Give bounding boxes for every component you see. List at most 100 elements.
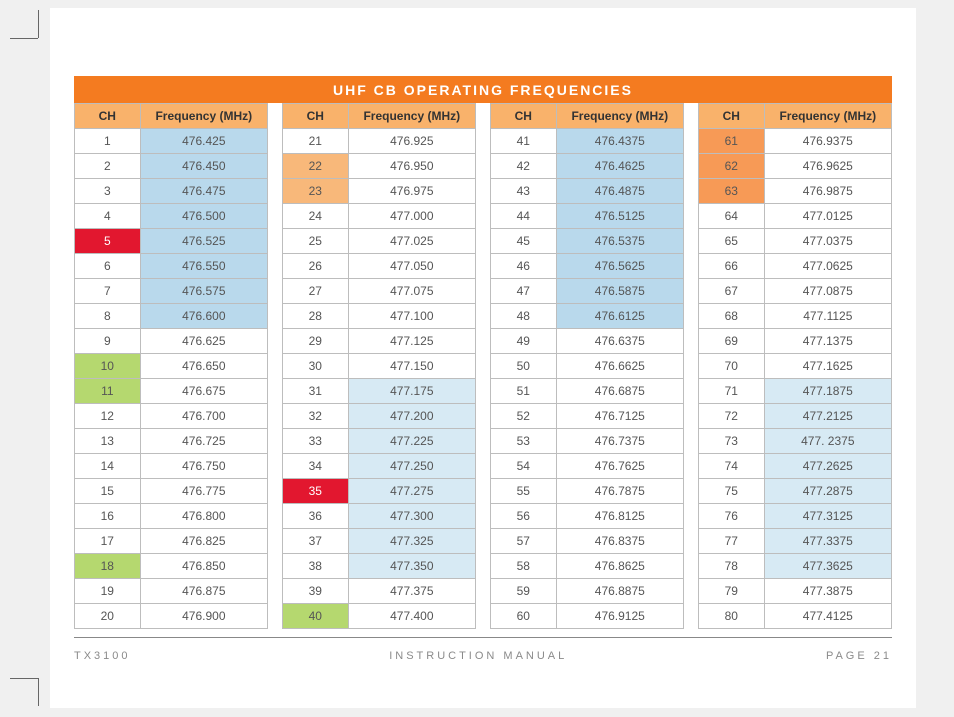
channel-cell: 44	[491, 204, 557, 229]
channel-cell: 49	[491, 329, 557, 354]
frequency-cell: 476.575	[140, 279, 267, 304]
channel-cell: 27	[283, 279, 349, 304]
frequency-cell: 477.2875	[764, 479, 891, 504]
channel-cell: 79	[699, 579, 765, 604]
table-row: 18476.850	[75, 554, 268, 579]
table-row: 50476.6625	[491, 354, 684, 379]
frequency-cell: 476.7875	[556, 479, 683, 504]
frequency-cell: 476.8625	[556, 554, 683, 579]
frequency-cell: 476.750	[140, 454, 267, 479]
channel-cell: 15	[75, 479, 141, 504]
table-row: 21476.925	[283, 129, 476, 154]
channel-cell: 4	[75, 204, 141, 229]
channel-cell: 72	[699, 404, 765, 429]
frequency-cell: 476.600	[140, 304, 267, 329]
frequency-cell: 476.875	[140, 579, 267, 604]
channel-cell: 28	[283, 304, 349, 329]
col-header-ch: CH	[699, 104, 765, 129]
frequency-cell: 477.150	[348, 354, 475, 379]
table-row: 41476.4375	[491, 129, 684, 154]
content-area: UHF CB OPERATING FREQUENCIES CHFrequency…	[74, 76, 892, 678]
channel-cell: 53	[491, 429, 557, 454]
frequency-cell: 477.275	[348, 479, 475, 504]
channel-cell: 5	[75, 229, 141, 254]
channel-cell: 45	[491, 229, 557, 254]
frequency-cell: 477.0625	[764, 254, 891, 279]
table-row: 72477.2125	[699, 404, 892, 429]
frequency-cell: 476.500	[140, 204, 267, 229]
frequency-cell: 476.6875	[556, 379, 683, 404]
channel-cell: 51	[491, 379, 557, 404]
table-row: 66477.0625	[699, 254, 892, 279]
frequency-cell: 476.8875	[556, 579, 683, 604]
frequency-cell: 476.950	[348, 154, 475, 179]
channel-cell: 52	[491, 404, 557, 429]
frequency-cell: 476.625	[140, 329, 267, 354]
frequency-cell: 476.5125	[556, 204, 683, 229]
channel-cell: 8	[75, 304, 141, 329]
frequency-cell: 476.6625	[556, 354, 683, 379]
table-row: 65477.0375	[699, 229, 892, 254]
table-row: 49476.6375	[491, 329, 684, 354]
channel-cell: 32	[283, 404, 349, 429]
table-row: 22476.950	[283, 154, 476, 179]
table-row: 33477.225	[283, 429, 476, 454]
channel-cell: 50	[491, 354, 557, 379]
frequency-cell: 476.4875	[556, 179, 683, 204]
frequency-cell: 477.4125	[764, 604, 891, 629]
table-title: UHF CB OPERATING FREQUENCIES	[74, 76, 892, 103]
table-row: 64477.0125	[699, 204, 892, 229]
channel-cell: 2	[75, 154, 141, 179]
frequency-cell: 477.1625	[764, 354, 891, 379]
frequency-cell: 476.8125	[556, 504, 683, 529]
frequency-cell: 476.775	[140, 479, 267, 504]
frequency-cell: 477.0375	[764, 229, 891, 254]
table-row: 55476.7875	[491, 479, 684, 504]
table-row: 9476.625	[75, 329, 268, 354]
table-row: 26477.050	[283, 254, 476, 279]
frequency-cell: 476.800	[140, 504, 267, 529]
frequency-cell: 477.2125	[764, 404, 891, 429]
channel-cell: 64	[699, 204, 765, 229]
table-row: 77477.3375	[699, 529, 892, 554]
channel-cell: 41	[491, 129, 557, 154]
table-row: 63476.9875	[699, 179, 892, 204]
frequency-cell: 476.975	[348, 179, 475, 204]
table-row: 25477.025	[283, 229, 476, 254]
frequency-cell: 476.550	[140, 254, 267, 279]
channel-cell: 75	[699, 479, 765, 504]
channel-cell: 9	[75, 329, 141, 354]
frequency-cell: 476.5375	[556, 229, 683, 254]
channel-cell: 20	[75, 604, 141, 629]
freq-table-2: CHFrequency (MHz)21476.92522476.95023476…	[282, 103, 476, 629]
frequency-cell: 477.300	[348, 504, 475, 529]
frequency-cell: 477.2625	[764, 454, 891, 479]
channel-cell: 23	[283, 179, 349, 204]
table-row: 79477.3875	[699, 579, 892, 604]
channel-cell: 16	[75, 504, 141, 529]
channel-cell: 14	[75, 454, 141, 479]
frequency-cell: 477.1125	[764, 304, 891, 329]
channel-cell: 21	[283, 129, 349, 154]
table-row: 52476.7125	[491, 404, 684, 429]
channel-cell: 57	[491, 529, 557, 554]
table-row: 3476.475	[75, 179, 268, 204]
freq-table-1: CHFrequency (MHz)1476.4252476.4503476.47…	[74, 103, 268, 629]
frequency-cell: 476.9125	[556, 604, 683, 629]
frequency-cell: 477.375	[348, 579, 475, 604]
frequency-cell: 476.925	[348, 129, 475, 154]
table-row: 38477.350	[283, 554, 476, 579]
frequency-cell: 477.3875	[764, 579, 891, 604]
table-row: 56476.8125	[491, 504, 684, 529]
table-row: 32477.200	[283, 404, 476, 429]
table-row: 60476.9125	[491, 604, 684, 629]
frequency-cell: 476.6375	[556, 329, 683, 354]
table-row: 58476.8625	[491, 554, 684, 579]
frequency-cell: 476.725	[140, 429, 267, 454]
table-row: 74477.2625	[699, 454, 892, 479]
channel-cell: 18	[75, 554, 141, 579]
channel-cell: 7	[75, 279, 141, 304]
table-row: 67477.0875	[699, 279, 892, 304]
frequency-cell: 476.900	[140, 604, 267, 629]
frequency-cell: 476.675	[140, 379, 267, 404]
